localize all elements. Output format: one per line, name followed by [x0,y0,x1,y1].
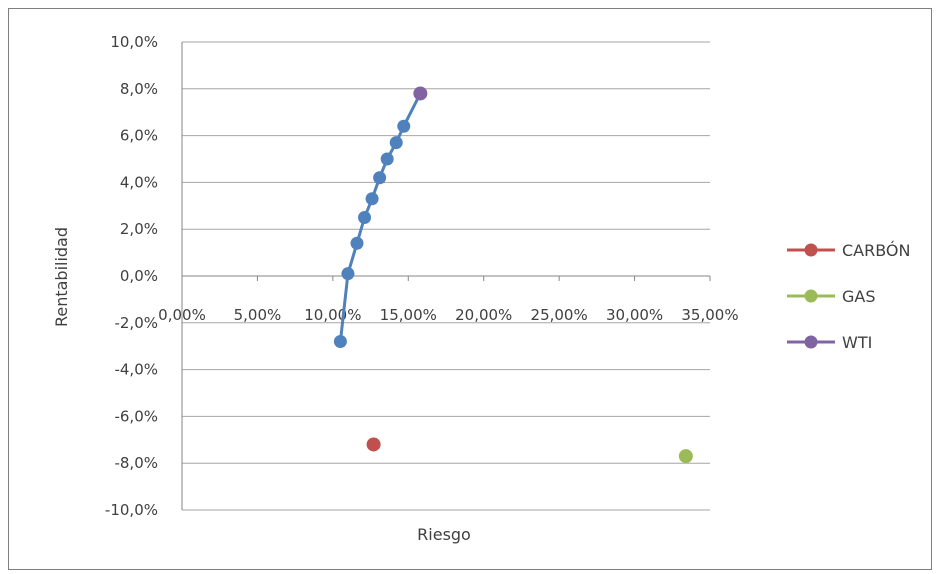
point-gas [678,449,693,464]
series-layer [333,86,693,464]
y-tick-label: 2,0% [120,220,158,238]
frontier-point [350,236,364,250]
y-tick-label: -6,0% [114,407,158,425]
x-axis-title: Riesgo [417,525,471,544]
legend-marker [804,243,818,257]
y-tick-label: -10,0% [105,501,158,519]
legend-marker [804,335,818,349]
frontier-point [333,335,347,349]
y-tick-label: 6,0% [120,127,158,145]
chart-frame [8,8,932,570]
y-tick-label: 10,0% [110,33,158,51]
frontier-point [358,211,372,224]
y-tick-label: 0,0% [120,267,158,285]
y-tick-label: -8,0% [114,454,158,472]
frontier-point [365,192,379,206]
x-tick-label: 5,00% [234,306,282,324]
legend-label: CARBÓN [842,241,911,260]
legend-label: GAS [842,287,876,306]
x-tick-label: 25,00% [531,306,588,324]
frontier-point [373,171,387,185]
frontier-point [341,267,355,281]
axis-layer [181,42,711,510]
legend-marker [804,289,818,303]
y-tick-label: -2,0% [114,314,158,332]
legend: CARBÓN GAS WTI [787,241,911,352]
x-tick-label: 20,00% [455,306,512,324]
y-tick-label: -4,0% [114,361,158,379]
frontier-point [380,152,394,166]
x-tick-labels: 0,00% 5,00% 10,00% 15,00% 20,00% 25,00% 30,00%… [158,306,738,324]
frontier-point [397,119,411,133]
x-tick-label: 10,00% [304,306,361,324]
x-tick-label: 0,00% [158,306,206,324]
x-tick-label: 30,00% [606,306,663,324]
point-carbon [366,437,381,452]
frontier-point [389,136,403,150]
x-tick-label: 15,00% [380,306,437,324]
y-tick-label: 4,0% [120,173,158,191]
legend-label: WTI [842,333,872,352]
frontier-line [338,92,422,342]
x-tick-label: 35,00% [681,306,738,324]
y-axis-title: Rentabilidad [52,227,71,327]
y-tick-label: 8,0% [120,80,158,98]
point-wti [413,86,428,101]
y-tick-labels: 10,0% 8,0% 6,0% 4,0% 2,0% 0,0% -2,0% -4,0% -6,0%… [105,33,158,519]
